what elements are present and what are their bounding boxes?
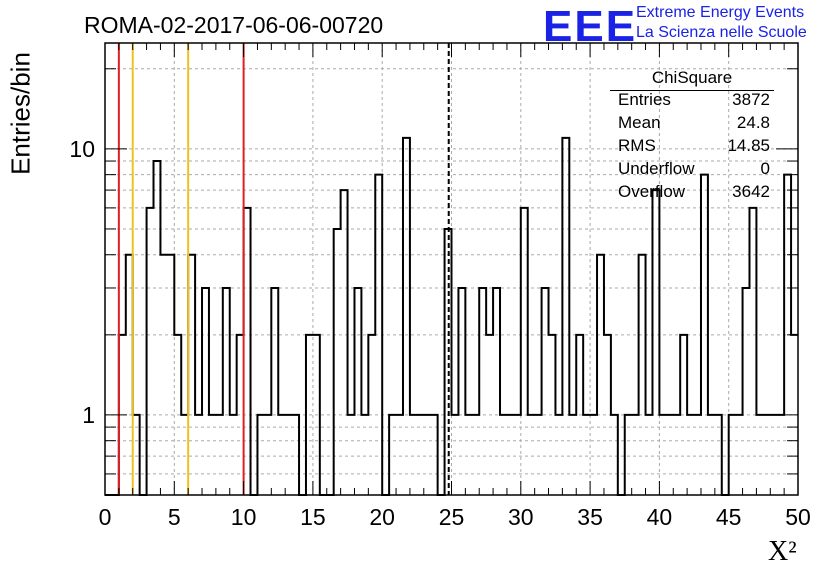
- stats-label: Mean: [618, 113, 661, 132]
- logo-caption-line1: Extreme Energy Events: [636, 4, 805, 21]
- x-tick-label: 45: [716, 504, 742, 530]
- x-tick-label: 0: [99, 504, 112, 530]
- x-tick-label: 5: [168, 504, 181, 530]
- stats-value: 14.85: [727, 136, 770, 155]
- x-tick-label: 50: [785, 504, 811, 530]
- eee-logo: EEE: [543, 2, 638, 51]
- stats-label: RMS: [618, 136, 656, 155]
- y-tick-label: 1: [82, 402, 95, 428]
- chart-title: ROMA-02-2017-06-06-00720: [84, 12, 384, 38]
- x-tick-label: 25: [439, 504, 465, 530]
- x-tick-label: 15: [300, 504, 326, 530]
- x-tick-label: 20: [369, 504, 395, 530]
- x-tick-label: 30: [508, 504, 534, 530]
- stats-value: 3642: [732, 182, 770, 201]
- stats-row-overflow: Overflow 3642: [610, 180, 774, 203]
- stats-box: ChiSquare Entries 3872 Mean 24.8 RMS 14.85 …: [610, 68, 774, 203]
- stats-row-rms: RMS 14.85: [610, 134, 774, 157]
- stats-label: Underflow: [618, 159, 695, 178]
- stats-row-entries: Entries 3872: [610, 88, 774, 111]
- stats-label: Overflow: [618, 182, 686, 201]
- stats-row-underflow: Underflow 0: [610, 157, 774, 180]
- stats-value: 0: [760, 159, 770, 178]
- y-tick-label: 10: [69, 136, 95, 162]
- x-axis-label: X²: [768, 536, 797, 567]
- stats-label: Entries: [618, 90, 671, 109]
- x-tick-label: 35: [577, 504, 603, 530]
- x-tick-label: 40: [647, 504, 673, 530]
- stats-title: ChiSquare: [651, 68, 733, 87]
- stats-divider: [610, 90, 774, 91]
- x-tick-label: 10: [231, 504, 257, 530]
- logo-caption-line2: La Scienza nelle Scuole: [636, 24, 807, 41]
- stats-value: 24.8: [736, 113, 770, 132]
- y-axis-label: Entries/bin: [5, 52, 36, 175]
- stats-row-mean: Mean 24.8: [610, 111, 774, 134]
- stats-value: 3872: [732, 90, 770, 109]
